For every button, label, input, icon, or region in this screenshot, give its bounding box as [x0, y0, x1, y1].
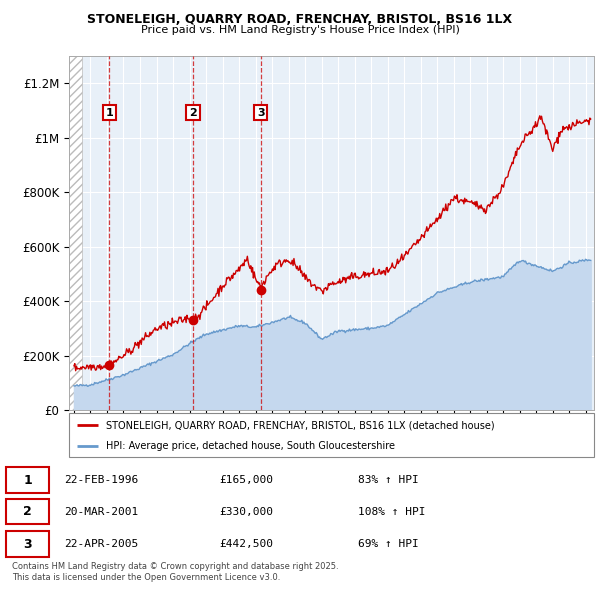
Text: £330,000: £330,000	[220, 507, 274, 516]
FancyBboxPatch shape	[6, 532, 49, 557]
Text: 69% ↑ HPI: 69% ↑ HPI	[358, 539, 418, 549]
Text: £165,000: £165,000	[220, 475, 274, 485]
FancyBboxPatch shape	[6, 499, 49, 525]
Text: 3: 3	[23, 537, 32, 550]
Text: 20-MAR-2001: 20-MAR-2001	[64, 507, 138, 516]
Text: Contains HM Land Registry data © Crown copyright and database right 2025.
This d: Contains HM Land Registry data © Crown c…	[12, 562, 338, 582]
Text: 2: 2	[189, 108, 197, 117]
Bar	[82, 56, 594, 410]
Text: Price paid vs. HM Land Registry's House Price Index (HPI): Price paid vs. HM Land Registry's House …	[140, 25, 460, 35]
Text: 1: 1	[23, 474, 32, 487]
Text: £442,500: £442,500	[220, 539, 274, 549]
Text: 83% ↑ HPI: 83% ↑ HPI	[358, 475, 418, 485]
Text: 2: 2	[23, 505, 32, 518]
Bar	[69, 56, 82, 410]
FancyBboxPatch shape	[69, 413, 594, 457]
FancyBboxPatch shape	[6, 467, 49, 493]
Text: 22-APR-2005: 22-APR-2005	[64, 539, 138, 549]
Text: 1: 1	[106, 108, 113, 117]
Text: STONELEIGH, QUARRY ROAD, FRENCHAY, BRISTOL, BS16 1LX: STONELEIGH, QUARRY ROAD, FRENCHAY, BRIST…	[88, 13, 512, 26]
Text: STONELEIGH, QUARRY ROAD, FRENCHAY, BRISTOL, BS16 1LX (detached house): STONELEIGH, QUARRY ROAD, FRENCHAY, BRIST…	[106, 421, 494, 430]
Text: 3: 3	[257, 108, 265, 117]
Text: HPI: Average price, detached house, South Gloucestershire: HPI: Average price, detached house, Sout…	[106, 441, 395, 451]
Text: 108% ↑ HPI: 108% ↑ HPI	[358, 507, 425, 516]
Text: 22-FEB-1996: 22-FEB-1996	[64, 475, 138, 485]
